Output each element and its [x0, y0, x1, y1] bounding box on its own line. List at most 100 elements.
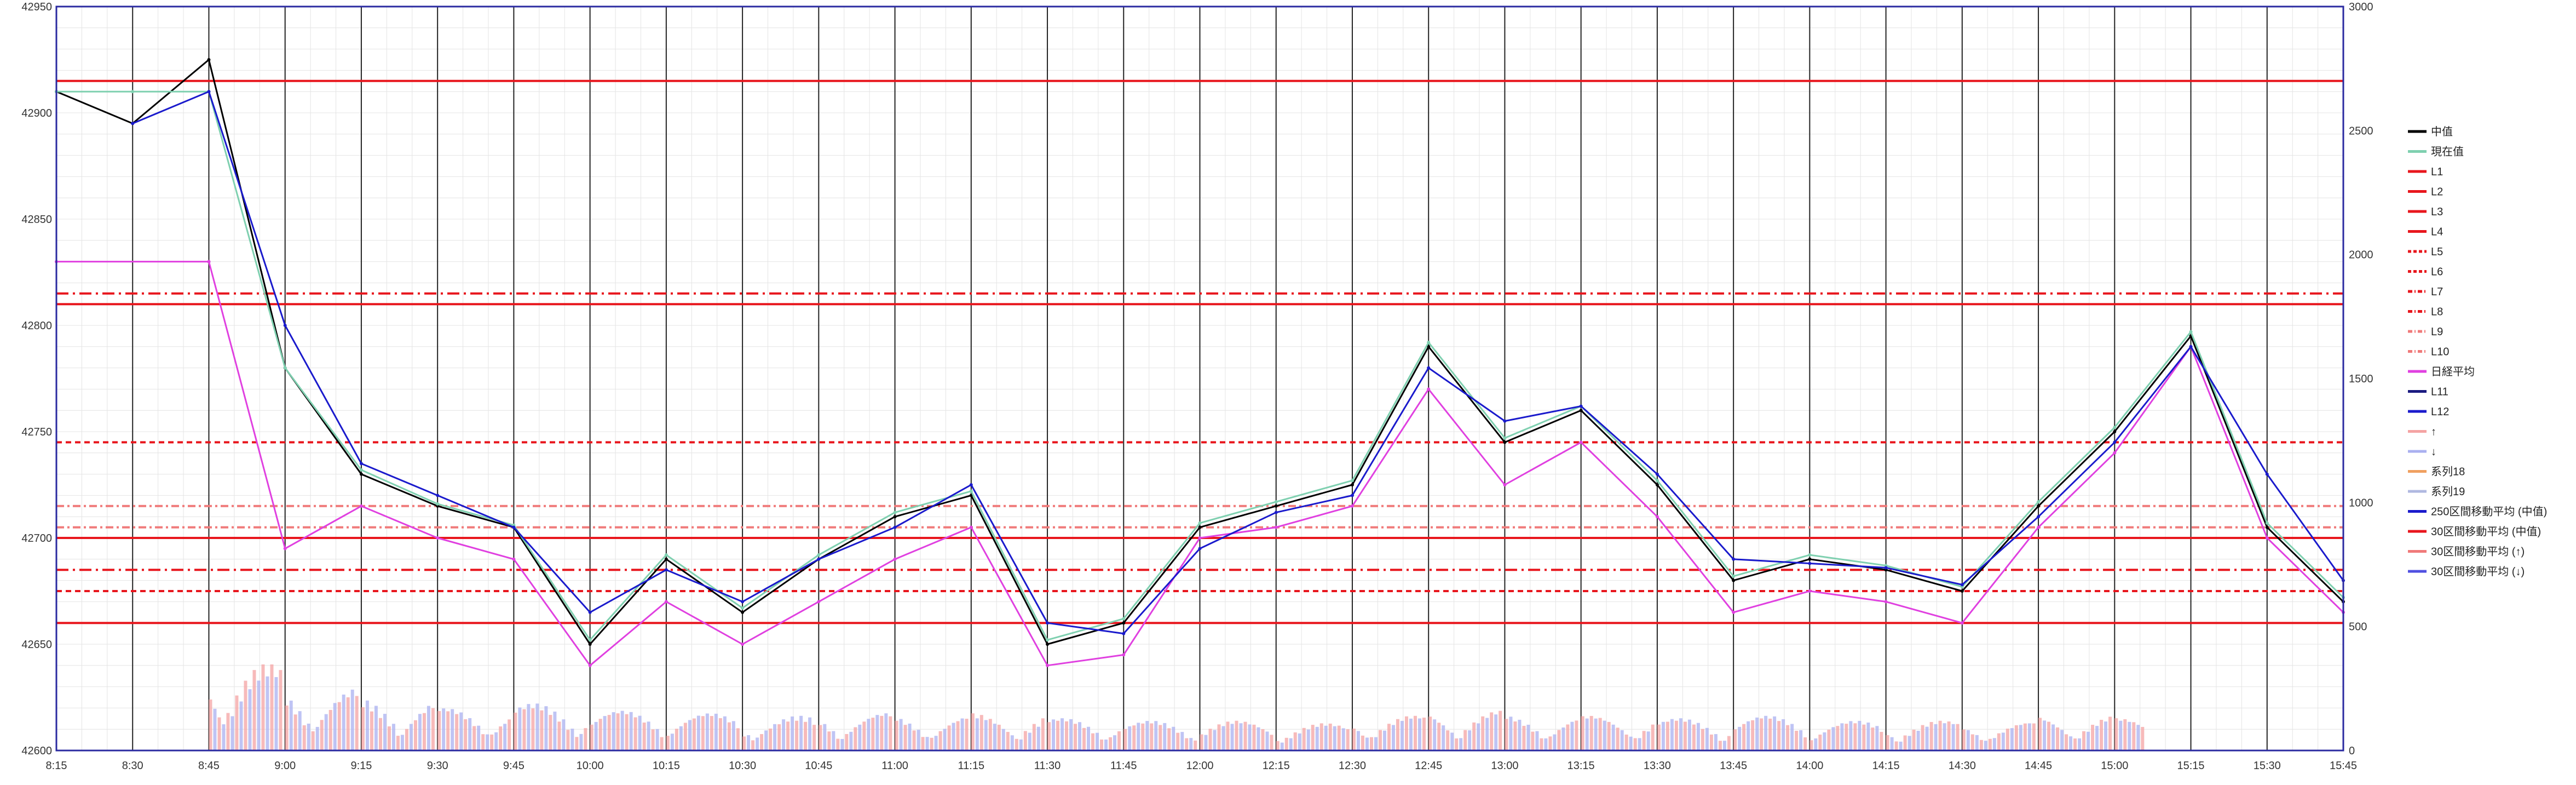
- legend-label: L1: [2431, 166, 2443, 178]
- volume-bar: [1400, 720, 1404, 750]
- volume-bar: [1782, 719, 1785, 750]
- volume-bar: [1356, 731, 1360, 750]
- data-point: [588, 638, 592, 642]
- volume-bar: [971, 713, 975, 750]
- volume-bar: [2023, 723, 2027, 750]
- volume-bar: [1280, 742, 1284, 750]
- volume-bar: [1163, 723, 1167, 750]
- volume-bar: [701, 716, 705, 750]
- plot-frame: [55, 5, 2344, 752]
- volume-bar: [1378, 730, 1382, 750]
- volume-bar: [1270, 735, 1273, 750]
- volume-bar: [1472, 722, 1476, 750]
- data-point: [1122, 617, 1126, 621]
- volume-bar: [222, 724, 226, 750]
- volume-bar: [324, 714, 328, 750]
- volume-bar: [431, 708, 435, 750]
- volume-bar: [579, 734, 583, 750]
- volume-bar: [1661, 721, 1665, 750]
- volume-bar: [1581, 716, 1584, 750]
- volume-bar: [1786, 725, 1790, 750]
- volume-bar: [391, 724, 395, 750]
- volume-bar: [2014, 725, 2018, 750]
- y-right-tick-label: 500: [2349, 621, 2367, 633]
- volume-bar: [836, 738, 840, 750]
- volume-bar: [1718, 741, 1722, 750]
- volume-bar: [1984, 741, 1987, 750]
- volume-bar: [1276, 741, 1280, 750]
- volume-bar: [396, 736, 400, 750]
- data-point: [1046, 643, 1050, 646]
- volume-bar: [903, 725, 907, 750]
- volume-bar: [2091, 725, 2095, 750]
- volume-bar: [2010, 728, 2014, 750]
- volume-bar: [804, 721, 808, 750]
- volume-bar: [535, 703, 539, 750]
- volume-bar: [1866, 723, 1870, 750]
- volume-bar: [1607, 721, 1611, 750]
- legend-label: L9: [2431, 326, 2443, 338]
- volume-bar: [1818, 734, 1822, 750]
- data-point: [1960, 589, 1964, 593]
- volume-bar: [1052, 719, 1056, 750]
- volume-bar: [1391, 725, 1395, 750]
- y-right-tick-label: 1000: [2349, 497, 2373, 509]
- volume-bar: [1047, 722, 1051, 750]
- volume-bar: [1477, 723, 1480, 750]
- volume-bar: [422, 713, 426, 750]
- volume-bar: [503, 724, 507, 750]
- x-tick-label: 14:15: [1872, 760, 1900, 772]
- volume-bar: [553, 712, 557, 750]
- volume-bar: [279, 670, 283, 750]
- volume-bar: [1629, 736, 1633, 750]
- volume-bar: [1293, 732, 1297, 750]
- volume-bar: [468, 718, 472, 750]
- data-point: [893, 511, 897, 514]
- data-point: [1808, 553, 1812, 557]
- data-point: [893, 515, 897, 519]
- volume-bar: [1019, 739, 1023, 750]
- volume-bar: [486, 734, 489, 750]
- volume-bar: [2114, 718, 2118, 750]
- volume-bar: [270, 664, 274, 750]
- data-point: [1655, 479, 1659, 483]
- volume-bar: [302, 725, 306, 750]
- volume-bar: [1921, 725, 1924, 750]
- volume-bar: [965, 719, 969, 750]
- volume-bar: [938, 731, 942, 750]
- volume-bar: [2104, 721, 2108, 750]
- volume-bar: [1620, 730, 1624, 750]
- volume-bar: [1505, 719, 1508, 750]
- volume-bar: [832, 731, 835, 750]
- axes-layer: 42600 42650 42700 42750 42800 42850 42900 42950…: [21, 1, 2373, 772]
- volume-bar: [409, 724, 413, 750]
- volume-bar: [2047, 721, 2051, 750]
- data-point: [969, 489, 973, 493]
- volume-bar: [773, 724, 777, 750]
- volume-bar: [544, 706, 548, 750]
- volume-bar: [2051, 724, 2055, 750]
- volume-bar: [895, 720, 898, 750]
- legend-label: ↑: [2431, 426, 2436, 438]
- data-point: [741, 643, 745, 646]
- volume-bar: [1113, 735, 1117, 750]
- x-tick-label: 14:45: [2025, 760, 2052, 772]
- y-right-tick-label: 2500: [2349, 125, 2373, 137]
- volume-bar: [1871, 727, 1875, 750]
- y-left-tick-label: 42800: [21, 320, 52, 332]
- volume-bar: [437, 710, 441, 750]
- volume-bar: [1433, 719, 1437, 750]
- x-tick-label: 11:15: [958, 760, 985, 772]
- x-tick-label: 10:15: [653, 760, 680, 772]
- data-point: [588, 643, 592, 646]
- volume-bar: [988, 719, 992, 750]
- volume-bar: [1925, 726, 1929, 750]
- volume-bar: [782, 719, 786, 750]
- y-left-tick-label: 42750: [21, 426, 52, 438]
- volume-bar: [1061, 718, 1064, 750]
- volume-bar: [1311, 725, 1315, 750]
- volume-bar: [1679, 718, 1682, 750]
- volume-bar: [549, 715, 552, 750]
- volume-bar: [1992, 738, 1996, 750]
- volume-bar: [1455, 738, 1459, 750]
